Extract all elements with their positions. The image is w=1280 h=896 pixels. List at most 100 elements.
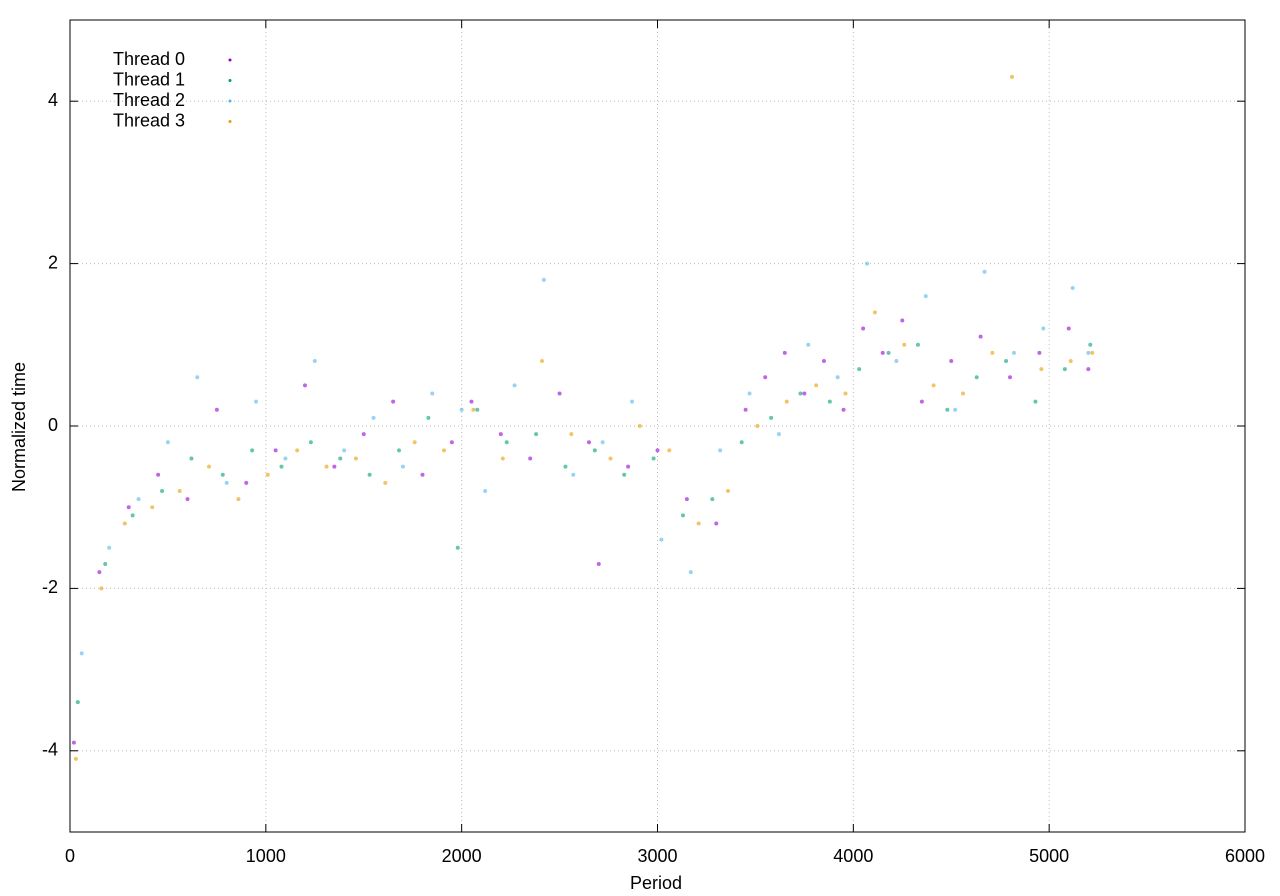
point xyxy=(483,488,488,493)
point xyxy=(814,383,819,388)
point xyxy=(391,399,396,404)
point xyxy=(710,497,715,502)
point xyxy=(978,334,983,339)
point xyxy=(747,391,752,396)
point xyxy=(835,375,840,380)
x-tick-label: 3000 xyxy=(637,846,677,866)
point xyxy=(150,505,155,510)
point xyxy=(696,521,701,526)
y-tick-label: 2 xyxy=(48,252,58,272)
point xyxy=(122,521,127,526)
point xyxy=(73,756,78,761)
point xyxy=(420,472,425,477)
point xyxy=(726,488,730,493)
point xyxy=(475,407,480,412)
y-tick-label: -2 xyxy=(42,577,58,597)
legend-label: Thread 2 xyxy=(113,90,185,110)
point xyxy=(353,456,358,461)
point xyxy=(622,472,627,477)
plot-frame xyxy=(69,19,1246,833)
point xyxy=(953,407,958,412)
point xyxy=(283,456,288,461)
point xyxy=(714,521,719,526)
point xyxy=(471,407,476,412)
point xyxy=(1090,350,1095,355)
legend-marker xyxy=(228,99,232,103)
point xyxy=(894,359,899,364)
point xyxy=(71,740,76,745)
point xyxy=(563,464,568,469)
point xyxy=(626,464,631,469)
point xyxy=(600,440,605,445)
x-tick-label: 1000 xyxy=(246,846,286,866)
point xyxy=(459,407,464,412)
point xyxy=(539,359,544,364)
point xyxy=(1004,359,1009,364)
point xyxy=(97,570,102,575)
point xyxy=(655,448,660,453)
point xyxy=(361,432,366,437)
point xyxy=(265,472,270,477)
legend-label: Thread 1 xyxy=(113,69,185,89)
point xyxy=(1068,359,1073,364)
x-axis-label: Period xyxy=(630,873,682,893)
x-tick-label: 2000 xyxy=(442,846,482,866)
point xyxy=(915,342,920,347)
point xyxy=(902,342,907,347)
point xyxy=(743,407,748,412)
point xyxy=(156,472,161,477)
point xyxy=(324,464,329,469)
point xyxy=(189,456,194,461)
y-tick-label: 0 xyxy=(48,415,58,435)
legend-marker xyxy=(228,58,232,62)
point xyxy=(763,375,768,380)
point xyxy=(667,448,672,453)
point xyxy=(651,456,656,461)
point xyxy=(923,294,928,299)
point xyxy=(426,415,431,420)
y-tick-label: -4 xyxy=(42,740,58,760)
point xyxy=(244,480,249,485)
point xyxy=(755,424,760,428)
point xyxy=(449,440,454,445)
point xyxy=(177,488,182,493)
point xyxy=(279,464,284,469)
point xyxy=(857,367,862,372)
point xyxy=(498,432,503,437)
point xyxy=(195,375,200,380)
point xyxy=(455,545,460,550)
point xyxy=(886,350,891,355)
point xyxy=(827,399,832,404)
point xyxy=(185,497,190,502)
point xyxy=(1037,350,1042,355)
point xyxy=(974,375,979,380)
x-tick-label: 0 xyxy=(65,846,75,866)
point xyxy=(312,359,317,364)
point xyxy=(130,513,135,518)
point xyxy=(214,407,219,412)
point xyxy=(207,464,212,469)
point xyxy=(534,432,539,437)
point xyxy=(1086,350,1091,355)
point xyxy=(99,586,104,591)
legend-marker xyxy=(228,120,232,123)
point xyxy=(367,472,372,477)
point xyxy=(630,399,635,404)
point xyxy=(107,545,112,550)
point xyxy=(371,415,376,420)
legend-marker xyxy=(228,79,232,82)
point xyxy=(1011,350,1016,355)
point xyxy=(126,505,131,510)
point xyxy=(254,399,259,404)
point xyxy=(961,391,965,396)
point xyxy=(798,391,803,396)
point xyxy=(931,383,936,388)
point xyxy=(861,326,866,331)
point xyxy=(295,448,300,453)
point xyxy=(397,448,401,453)
x-tick-label: 5000 xyxy=(1029,846,1069,866)
point xyxy=(569,432,574,437)
point xyxy=(880,350,885,355)
point xyxy=(528,456,533,461)
point xyxy=(919,399,924,404)
